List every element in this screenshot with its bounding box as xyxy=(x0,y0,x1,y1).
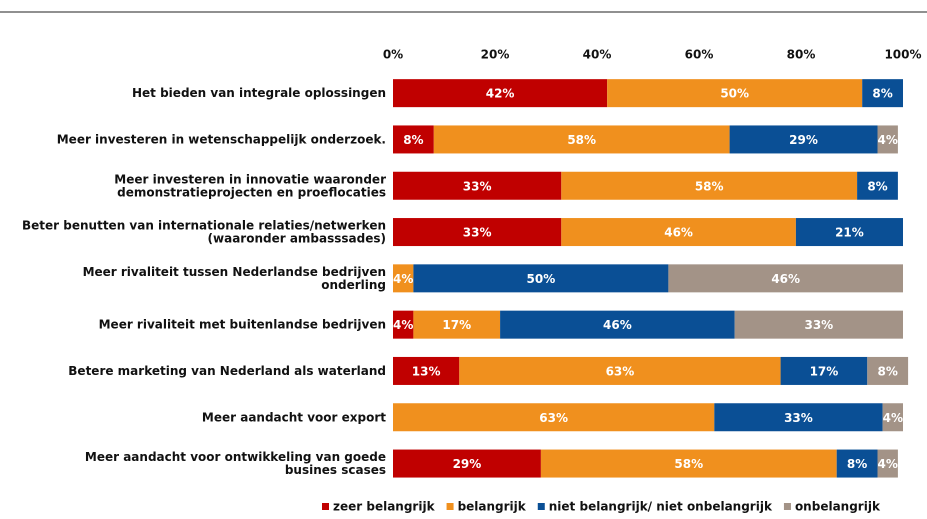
data-label: 4% xyxy=(878,457,898,471)
data-label: 8% xyxy=(872,87,892,101)
data-label: 33% xyxy=(463,226,492,240)
x-tick-label: 0% xyxy=(383,48,403,62)
data-label: 17% xyxy=(810,364,839,378)
data-label: 8% xyxy=(847,457,867,471)
x-tick-label: 60% xyxy=(685,48,714,62)
category-label: Meer investeren in innovatie waaronder de… xyxy=(114,172,386,199)
category-label: Meer investeren in wetenschappelijk onde… xyxy=(57,132,386,146)
data-label: 63% xyxy=(606,364,635,378)
data-label: 13% xyxy=(412,364,441,378)
data-label: 4% xyxy=(883,411,903,425)
legend-swatch xyxy=(322,503,329,510)
data-label: 29% xyxy=(789,133,818,147)
legend-swatch xyxy=(783,503,791,510)
data-label: 50% xyxy=(527,272,556,286)
data-label: 4% xyxy=(878,133,898,147)
bar-segment xyxy=(729,125,878,154)
category-label: Beter benutten van internationale relati… xyxy=(22,218,386,245)
bar-segment xyxy=(780,356,868,385)
data-label: 8% xyxy=(867,179,887,193)
bar-segment xyxy=(393,356,460,385)
legend-swatch xyxy=(446,503,454,510)
bar-segment xyxy=(413,310,501,339)
legend-swatch xyxy=(537,503,545,510)
data-label: 33% xyxy=(784,411,813,425)
data-label: 50% xyxy=(720,87,749,101)
bar-segment xyxy=(393,218,562,247)
bar-segment xyxy=(540,449,837,478)
data-label: 46% xyxy=(664,226,693,240)
bar-segment xyxy=(393,310,414,339)
bar-segment xyxy=(561,171,858,200)
bar-segment xyxy=(393,449,541,478)
bar-segment xyxy=(433,125,730,154)
data-label: 33% xyxy=(804,318,833,332)
bar-segment xyxy=(877,449,898,478)
legend-label: niet belangrijk/ niet onbelangrijk xyxy=(549,500,773,514)
data-label: 58% xyxy=(567,133,596,147)
bar-segment xyxy=(714,403,883,432)
bar-segment xyxy=(393,171,562,200)
bar-segment xyxy=(561,218,796,247)
bar-segment xyxy=(393,125,434,154)
x-tick-label: 20% xyxy=(481,48,510,62)
data-label: 63% xyxy=(539,411,568,425)
bar-segment xyxy=(882,403,903,432)
category-label: Meer aandacht voor export xyxy=(202,410,386,424)
bar-segment xyxy=(668,264,903,293)
x-tick-label: 100% xyxy=(884,48,921,62)
data-label: 46% xyxy=(771,272,800,286)
data-label: 21% xyxy=(835,226,864,240)
data-label: 4% xyxy=(393,272,413,286)
legend-label: zeer belangrijk xyxy=(333,500,436,514)
x-tick-label: 40% xyxy=(583,48,612,62)
bar-segment xyxy=(393,403,715,432)
data-label: 4% xyxy=(393,318,413,332)
bar-segment xyxy=(393,264,414,293)
bar-segment xyxy=(607,79,863,108)
bar-segment xyxy=(867,356,909,385)
bar-segment xyxy=(459,356,781,385)
category-label: Het bieden van integrale oplossingen xyxy=(132,86,386,100)
data-label: 46% xyxy=(603,318,632,332)
data-label: 33% xyxy=(463,179,492,193)
category-label: Meer aandacht voor ontwikkeling van goed… xyxy=(85,450,386,477)
category-label: Betere marketing van Nederland als water… xyxy=(68,363,386,377)
legend-label: belangrijk xyxy=(458,500,527,514)
data-label: 8% xyxy=(403,133,423,147)
data-label: 58% xyxy=(674,457,703,471)
category-label: Meer rivaliteit met buitenlandse bedrijv… xyxy=(99,317,386,331)
bar-segment xyxy=(500,310,735,339)
x-tick-label: 80% xyxy=(787,48,816,62)
data-label: 17% xyxy=(442,318,471,332)
bar-segment xyxy=(393,79,608,108)
category-label: Meer rivaliteit tussen Nederlandse bedri… xyxy=(83,264,386,291)
bar-segment xyxy=(795,218,903,247)
data-label: 8% xyxy=(878,364,898,378)
data-label: 29% xyxy=(453,457,482,471)
bar-segment xyxy=(734,310,903,339)
bar-segment xyxy=(877,125,898,154)
bar-segment xyxy=(413,264,669,293)
bar-segment xyxy=(862,79,903,108)
bar-segment xyxy=(836,449,878,478)
bar-segment xyxy=(857,171,898,200)
data-label: 42% xyxy=(486,87,515,101)
legend-label: onbelangrijk xyxy=(795,500,881,514)
data-label: 58% xyxy=(695,179,724,193)
